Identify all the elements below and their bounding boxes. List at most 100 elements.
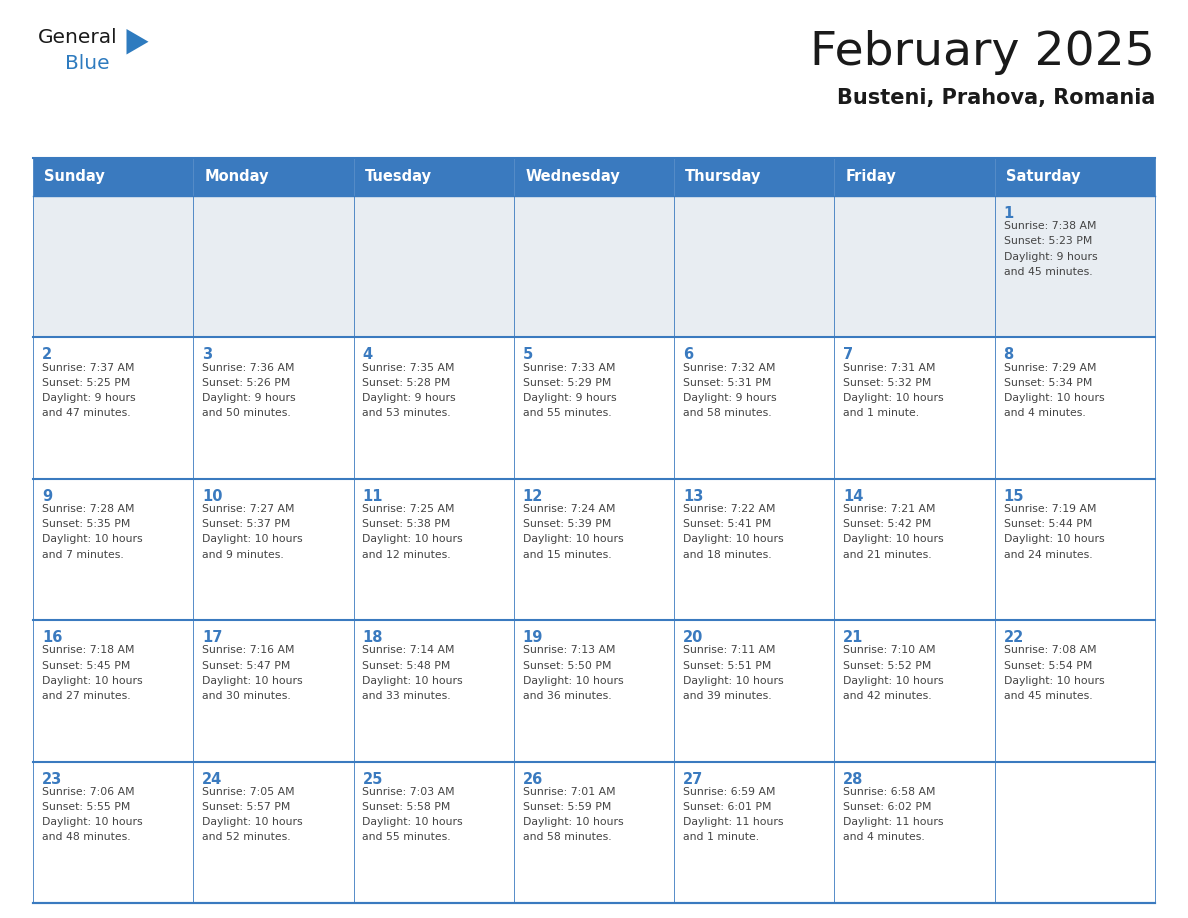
- Text: and 47 minutes.: and 47 minutes.: [42, 409, 131, 419]
- Text: Saturday: Saturday: [1006, 170, 1080, 185]
- Text: 5: 5: [523, 347, 533, 363]
- Text: Sunrise: 7:27 AM: Sunrise: 7:27 AM: [202, 504, 295, 514]
- Text: 1: 1: [1004, 206, 1013, 221]
- Text: Sunset: 5:28 PM: Sunset: 5:28 PM: [362, 378, 450, 387]
- Text: and 27 minutes.: and 27 minutes.: [42, 691, 131, 701]
- Text: Daylight: 9 hours: Daylight: 9 hours: [42, 393, 135, 403]
- Text: and 33 minutes.: and 33 minutes.: [362, 691, 451, 701]
- Text: and 9 minutes.: and 9 minutes.: [202, 550, 284, 560]
- Text: Daylight: 10 hours: Daylight: 10 hours: [1004, 393, 1104, 403]
- Bar: [674, 158, 834, 196]
- Text: Daylight: 10 hours: Daylight: 10 hours: [523, 817, 624, 827]
- Text: Sunset: 5:35 PM: Sunset: 5:35 PM: [42, 520, 131, 529]
- Bar: [834, 158, 994, 196]
- Bar: [194, 479, 354, 621]
- Bar: [514, 196, 674, 338]
- Text: Sunrise: 6:59 AM: Sunrise: 6:59 AM: [683, 787, 776, 797]
- Text: 27: 27: [683, 772, 703, 787]
- Text: Sunrise: 7:11 AM: Sunrise: 7:11 AM: [683, 645, 776, 655]
- Bar: [194, 621, 354, 762]
- Text: February 2025: February 2025: [810, 30, 1155, 75]
- Text: Daylight: 10 hours: Daylight: 10 hours: [683, 676, 784, 686]
- Text: Sunrise: 7:13 AM: Sunrise: 7:13 AM: [523, 645, 615, 655]
- Text: 9: 9: [42, 488, 52, 504]
- Bar: [33, 479, 194, 621]
- Bar: [354, 621, 514, 762]
- Bar: [514, 479, 674, 621]
- Text: Wednesday: Wednesday: [525, 170, 620, 185]
- Bar: [994, 196, 1155, 338]
- Text: Sunrise: 7:28 AM: Sunrise: 7:28 AM: [42, 504, 134, 514]
- Text: and 18 minutes.: and 18 minutes.: [683, 550, 771, 560]
- Text: Sunrise: 7:25 AM: Sunrise: 7:25 AM: [362, 504, 455, 514]
- Text: and 52 minutes.: and 52 minutes.: [202, 833, 291, 843]
- Bar: [674, 621, 834, 762]
- Text: Daylight: 10 hours: Daylight: 10 hours: [202, 817, 303, 827]
- Text: Sunrise: 7:08 AM: Sunrise: 7:08 AM: [1004, 645, 1097, 655]
- Bar: [514, 762, 674, 903]
- Bar: [354, 158, 514, 196]
- Text: Tuesday: Tuesday: [365, 170, 431, 185]
- Text: Sunrise: 7:22 AM: Sunrise: 7:22 AM: [683, 504, 776, 514]
- Bar: [994, 762, 1155, 903]
- Text: and 21 minutes.: and 21 minutes.: [843, 550, 931, 560]
- Text: Sunrise: 7:37 AM: Sunrise: 7:37 AM: [42, 363, 134, 373]
- Bar: [674, 338, 834, 479]
- Text: Daylight: 9 hours: Daylight: 9 hours: [683, 393, 777, 403]
- Bar: [834, 621, 994, 762]
- Bar: [33, 158, 194, 196]
- Text: Sunset: 5:32 PM: Sunset: 5:32 PM: [843, 378, 931, 387]
- Text: and 58 minutes.: and 58 minutes.: [683, 409, 771, 419]
- Text: Daylight: 10 hours: Daylight: 10 hours: [202, 676, 303, 686]
- Text: Sunset: 5:48 PM: Sunset: 5:48 PM: [362, 661, 450, 671]
- Bar: [834, 762, 994, 903]
- Text: Sunset: 5:52 PM: Sunset: 5:52 PM: [843, 661, 931, 671]
- Text: Sunrise: 7:38 AM: Sunrise: 7:38 AM: [1004, 221, 1097, 231]
- Text: Friday: Friday: [846, 170, 897, 185]
- Text: and 45 minutes.: and 45 minutes.: [1004, 691, 1092, 701]
- Text: Sunset: 5:23 PM: Sunset: 5:23 PM: [1004, 237, 1092, 246]
- Bar: [194, 158, 354, 196]
- Text: and 36 minutes.: and 36 minutes.: [523, 691, 612, 701]
- Text: Daylight: 10 hours: Daylight: 10 hours: [42, 676, 143, 686]
- Text: Sunset: 5:58 PM: Sunset: 5:58 PM: [362, 802, 450, 812]
- Bar: [194, 762, 354, 903]
- Text: Sunday: Sunday: [44, 170, 105, 185]
- Text: 10: 10: [202, 488, 222, 504]
- Bar: [194, 338, 354, 479]
- Text: Sunset: 5:38 PM: Sunset: 5:38 PM: [362, 520, 450, 529]
- Text: Sunrise: 7:19 AM: Sunrise: 7:19 AM: [1004, 504, 1097, 514]
- Bar: [994, 479, 1155, 621]
- Text: 23: 23: [42, 772, 62, 787]
- Text: Daylight: 9 hours: Daylight: 9 hours: [362, 393, 456, 403]
- Text: Sunset: 5:44 PM: Sunset: 5:44 PM: [1004, 520, 1092, 529]
- Text: Sunset: 5:26 PM: Sunset: 5:26 PM: [202, 378, 291, 387]
- Text: Sunrise: 7:24 AM: Sunrise: 7:24 AM: [523, 504, 615, 514]
- Text: Sunrise: 7:06 AM: Sunrise: 7:06 AM: [42, 787, 134, 797]
- Text: 21: 21: [843, 630, 864, 645]
- Bar: [354, 196, 514, 338]
- Text: Sunrise: 7:18 AM: Sunrise: 7:18 AM: [42, 645, 134, 655]
- Text: Daylight: 10 hours: Daylight: 10 hours: [843, 676, 944, 686]
- Text: Sunrise: 7:05 AM: Sunrise: 7:05 AM: [202, 787, 295, 797]
- Text: 6: 6: [683, 347, 693, 363]
- Text: 25: 25: [362, 772, 383, 787]
- Text: Sunrise: 7:36 AM: Sunrise: 7:36 AM: [202, 363, 295, 373]
- Text: Sunset: 5:50 PM: Sunset: 5:50 PM: [523, 661, 611, 671]
- Text: and 1 minute.: and 1 minute.: [683, 833, 759, 843]
- Text: Sunset: 6:01 PM: Sunset: 6:01 PM: [683, 802, 771, 812]
- Text: Daylight: 10 hours: Daylight: 10 hours: [1004, 676, 1104, 686]
- Text: Blue: Blue: [65, 54, 109, 73]
- Text: 12: 12: [523, 488, 543, 504]
- Bar: [354, 338, 514, 479]
- Text: Monday: Monday: [204, 170, 268, 185]
- Text: and 1 minute.: and 1 minute.: [843, 409, 920, 419]
- Bar: [834, 479, 994, 621]
- Text: Sunset: 5:45 PM: Sunset: 5:45 PM: [42, 661, 131, 671]
- Bar: [33, 621, 194, 762]
- Text: Sunrise: 7:21 AM: Sunrise: 7:21 AM: [843, 504, 936, 514]
- Text: Sunset: 5:57 PM: Sunset: 5:57 PM: [202, 802, 291, 812]
- Bar: [514, 158, 674, 196]
- Bar: [674, 196, 834, 338]
- Text: Sunrise: 7:29 AM: Sunrise: 7:29 AM: [1004, 363, 1097, 373]
